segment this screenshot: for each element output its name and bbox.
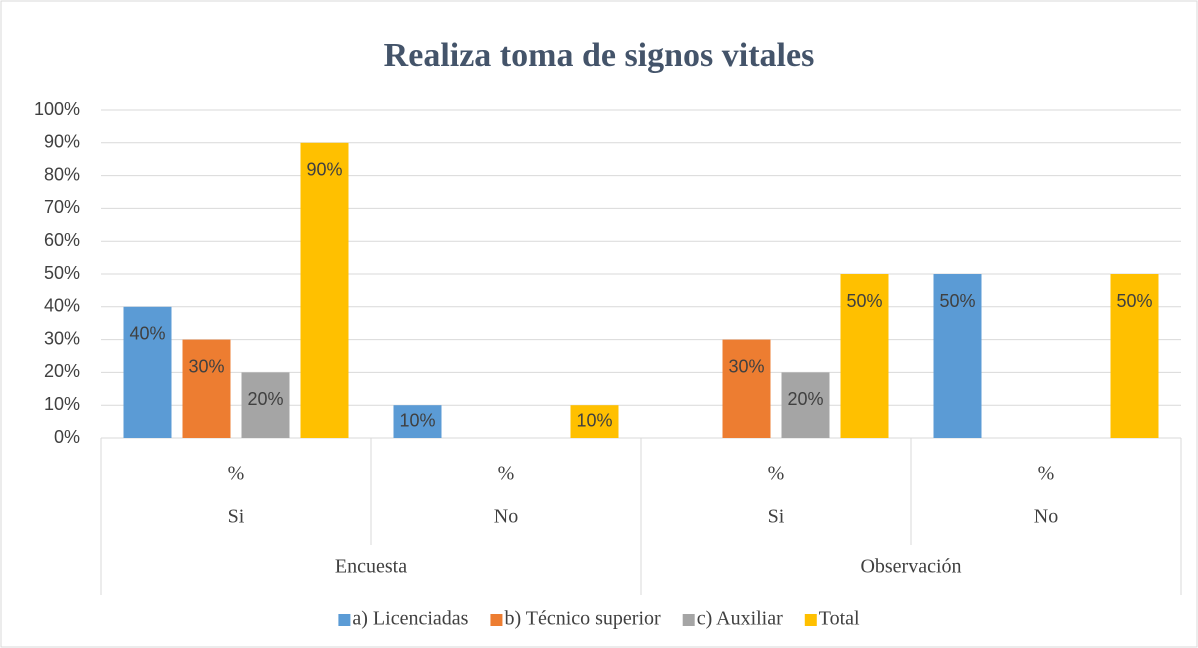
value-label: 20% [787, 389, 823, 409]
legend-label: b) Técnico superior [504, 608, 661, 630]
legend-label: a) Licenciadas [352, 608, 468, 630]
y-tick-label: 90% [44, 132, 80, 152]
x-subcategory-label: Si [768, 506, 785, 528]
y-tick-label: 70% [44, 197, 80, 217]
y-tick-label: 20% [44, 361, 80, 381]
value-label: 50% [846, 291, 882, 311]
value-label: 50% [939, 291, 975, 311]
value-label: 30% [188, 356, 224, 376]
x-subcategory-label: No [1034, 506, 1058, 528]
x-subcategory-label: Si [228, 506, 245, 528]
bar [722, 339, 771, 438]
legend-swatch [490, 614, 503, 626]
x-tick-label: % [498, 463, 515, 485]
legend-label: c) Auxiliar [697, 608, 783, 630]
value-label: 10% [576, 410, 612, 430]
chart-title: Realiza toma de signos vitales [384, 37, 815, 74]
bar [393, 405, 442, 438]
bar [933, 274, 982, 438]
legend-swatch [804, 614, 817, 626]
legend-swatch [338, 614, 351, 626]
value-label: 20% [247, 389, 283, 409]
bar [570, 405, 619, 438]
x-tick-label: % [228, 463, 245, 485]
y-tick-label: 100% [34, 99, 80, 119]
y-tick-label: 40% [44, 296, 80, 316]
value-label: 40% [129, 324, 165, 344]
y-tick-label: 30% [44, 328, 80, 348]
x-tick-label: % [768, 463, 785, 485]
y-tick-label: 80% [44, 164, 80, 184]
y-tick-label: 0% [54, 427, 80, 447]
x-group-label: Encuesta [335, 556, 407, 578]
bar [123, 306, 172, 438]
y-tick-label: 60% [44, 230, 80, 250]
bar [1110, 274, 1159, 438]
bar [781, 372, 830, 438]
x-tick-label: % [1038, 463, 1055, 485]
value-label: 30% [728, 356, 764, 376]
value-label: 50% [1116, 291, 1152, 311]
value-label: 90% [306, 160, 342, 180]
y-tick-label: 10% [44, 394, 80, 414]
bar [241, 372, 290, 438]
bar [182, 339, 231, 438]
legend-swatch [682, 614, 695, 626]
value-label: 10% [399, 410, 435, 430]
bar [300, 142, 349, 439]
bar [840, 274, 889, 438]
y-tick-label: 50% [44, 263, 80, 283]
x-subcategory-label: No [494, 506, 518, 528]
legend-label: Total [819, 608, 860, 630]
x-group-label: Observación [860, 556, 961, 578]
